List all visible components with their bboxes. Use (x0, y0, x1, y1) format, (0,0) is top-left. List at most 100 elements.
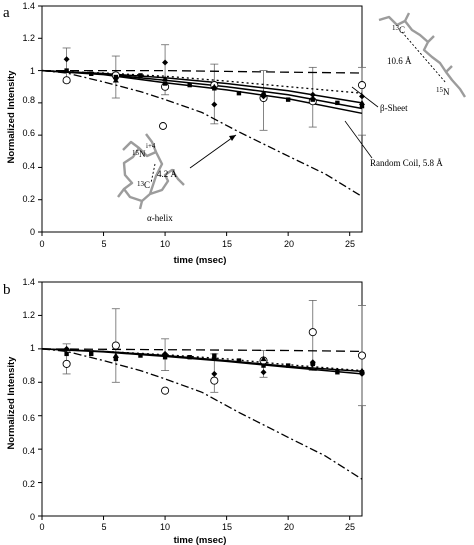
helix-n15-sup: 15 (132, 149, 140, 157)
marker-open-circle (161, 386, 170, 395)
plot-frame (41, 5, 363, 233)
y-tick-label: 1.4 (22, 277, 35, 287)
marker-diamond (309, 91, 316, 98)
random-coil-label: Random Coil, 5.8 Å (370, 158, 443, 168)
x-tick-label: 20 (284, 522, 294, 532)
marker-triangle (112, 77, 119, 83)
x-tick-labels-a: 0 5 10 15 20 25 (39, 239, 355, 249)
marker-triangle (260, 90, 267, 96)
y-axis-label-b: Normalized Intensity (6, 356, 17, 450)
helix-distance-label: 4.2 Å (157, 169, 178, 179)
y-tick-label: 0.4 (22, 161, 35, 171)
marker-diamond (211, 101, 218, 108)
x-axis-label-a: time (msec) (174, 255, 227, 266)
marker-square (261, 363, 266, 368)
x-tick-label: 25 (345, 239, 355, 249)
marker-square (285, 97, 291, 102)
marker-open-circle (111, 341, 120, 350)
marker-triangle (162, 350, 169, 357)
y-tick-labels-a: 0 0.2 0.4 0.6 0.8 1 1.2 1.4 (22, 1, 35, 237)
marker-open-circle (357, 351, 367, 360)
marker-square (187, 82, 192, 88)
y-tick-label: 0.8 (22, 376, 35, 386)
y-tick-label: 0.6 (22, 413, 35, 423)
marker-square (138, 353, 143, 358)
x-tick-label: 25 (345, 522, 355, 532)
marker-square (113, 74, 119, 80)
y-tick-label: 0.6 (22, 128, 35, 138)
y-tick-label: 0.4 (22, 446, 35, 456)
plot-area-b (38, 281, 367, 520)
helix-i4-label: i+4 (146, 142, 156, 150)
y-tick-label: 1.2 (22, 33, 35, 43)
x-tick-label: 10 (160, 239, 170, 249)
curve-dashed (42, 69, 363, 74)
x-tick-label: 20 (284, 239, 294, 249)
marker-square (236, 90, 242, 96)
marker-diamond (162, 59, 169, 66)
marker-triangle (359, 367, 365, 373)
curve-dash-dot (41, 348, 363, 480)
y-tick-label: 1.4 (22, 1, 35, 11)
sheet-distance-label: 10.6 Å (387, 56, 412, 66)
marker-square (89, 351, 94, 357)
curve-dash-dot (41, 69, 363, 198)
x-tick-label: 5 (101, 239, 106, 249)
marker-square (64, 351, 69, 357)
marker-square (285, 363, 291, 368)
curve-solid (41, 69, 363, 115)
y-tick-label: 1.2 (22, 310, 35, 320)
marker-triangle (260, 355, 267, 362)
helix-distance-line (150, 163, 156, 184)
marker-open-circle (62, 359, 71, 368)
y-tick-label: 0 (30, 227, 35, 237)
y-tick-label: 0.2 (22, 194, 35, 204)
panel-a: a 0 0.2 0.4 0.6 0.8 1 1.2 1.4 0 5 10 15 … (3, 1, 467, 266)
marker-square (236, 358, 242, 363)
x-tick-label: 10 (160, 522, 170, 532)
x-tick-label: 15 (222, 239, 232, 249)
marker-square (162, 355, 168, 360)
sheet-backbone (378, 12, 467, 98)
y-axis-label-a: Normalized Intensity (6, 70, 17, 164)
marker-diamond (63, 345, 70, 352)
arrowhead-icon (229, 135, 236, 141)
plot-frame (41, 281, 363, 517)
panel-b: b 0 0.2 0.4 0.6 0.8 1 1.2 1.4 0 5 10 15 … (3, 277, 367, 545)
y-tick-label: 0 (30, 512, 35, 522)
plot-area-a (38, 5, 367, 236)
marker-triangle (211, 354, 218, 360)
alpha-helix-sketch: 15 N i+4 4.2 Å 13 C α-helix (117, 122, 237, 223)
beta-sheet-sketch: 13 C 10.6 Å 15 N (378, 12, 467, 98)
helix-backbone (117, 133, 185, 210)
sheet-distance-line (401, 31, 447, 84)
marker-triangle (211, 83, 218, 89)
panel-label-b: b (3, 282, 11, 298)
marker-triangle (309, 359, 316, 365)
marker-square (335, 100, 340, 106)
marker-open-circle (308, 328, 317, 337)
helix-oxygen-marker (159, 122, 167, 130)
helix-c13-sup: 13 (137, 180, 145, 188)
marker-open-circle (62, 76, 71, 85)
helix-n15-label: N (139, 149, 146, 159)
marker-square (162, 81, 168, 86)
random-coil-leader (344, 120, 373, 159)
marker-open-circle (357, 81, 367, 90)
curve-dashed (41, 348, 363, 353)
y-tick-label: 1 (30, 343, 35, 353)
marker-triangle (309, 95, 316, 101)
beta-sheet-leader (351, 86, 379, 108)
x-tick-label: 5 (101, 522, 106, 532)
helix-c13-label: C (144, 180, 150, 190)
marker-diamond (63, 56, 70, 63)
alpha-helix-arrow (189, 134, 237, 169)
x-tick-labels-b: 0 5 10 15 20 25 (39, 522, 355, 532)
y-tick-label: 0.8 (22, 95, 35, 105)
y-tick-label: 0.2 (22, 479, 35, 489)
marker-square (64, 68, 69, 73)
beta-sheet-label: β-Sheet (380, 103, 408, 113)
marker-square (359, 103, 365, 109)
marker-open-circle (210, 376, 219, 385)
x-tick-label: 15 (222, 522, 232, 532)
